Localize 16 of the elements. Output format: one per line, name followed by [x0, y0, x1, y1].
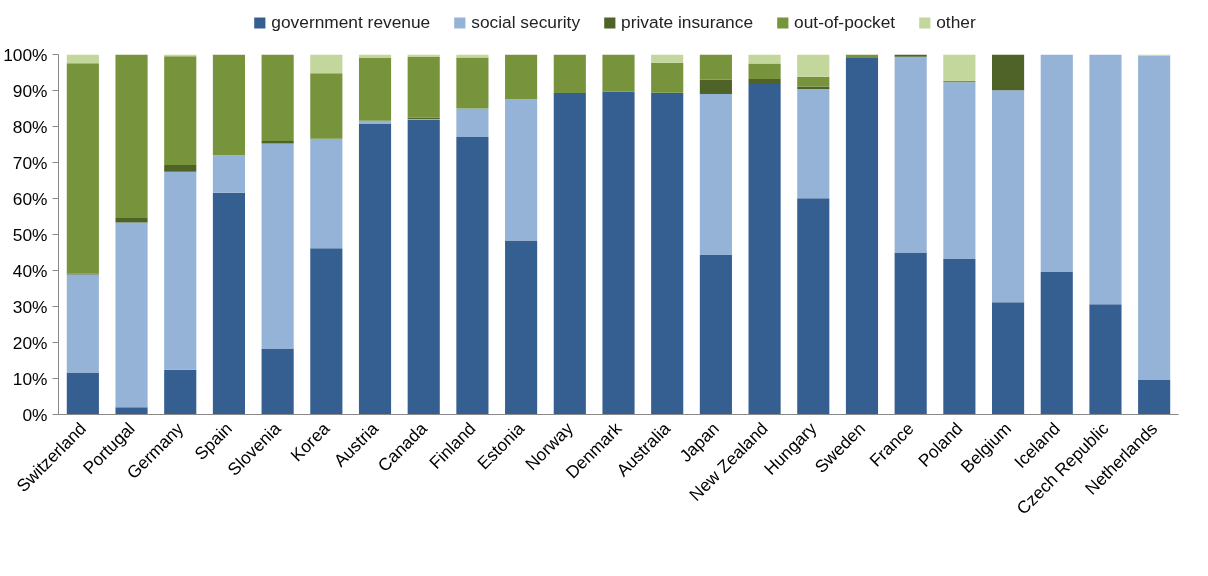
y-tick-label: 50%	[12, 224, 48, 245]
y-tick-label: 30%	[12, 296, 48, 317]
legend-label: government revenue	[271, 11, 431, 33]
y-tick-label: 20%	[12, 332, 48, 353]
y-tick-label: 60%	[12, 188, 48, 209]
y-tick-label: 0%	[22, 404, 48, 425]
legend-label: other	[936, 11, 976, 33]
y-tick-label: 100%	[3, 44, 48, 65]
y-tick-label: 80%	[12, 116, 48, 137]
y-tick-label: 40%	[12, 260, 48, 281]
legend-label: private insurance	[621, 11, 754, 33]
legend-label: social security	[471, 11, 581, 33]
legend-label: out-of-pocket	[794, 11, 896, 33]
y-tick-label: 90%	[12, 80, 48, 101]
y-tick-label: 10%	[12, 368, 48, 389]
y-tick-label: 70%	[12, 152, 48, 173]
